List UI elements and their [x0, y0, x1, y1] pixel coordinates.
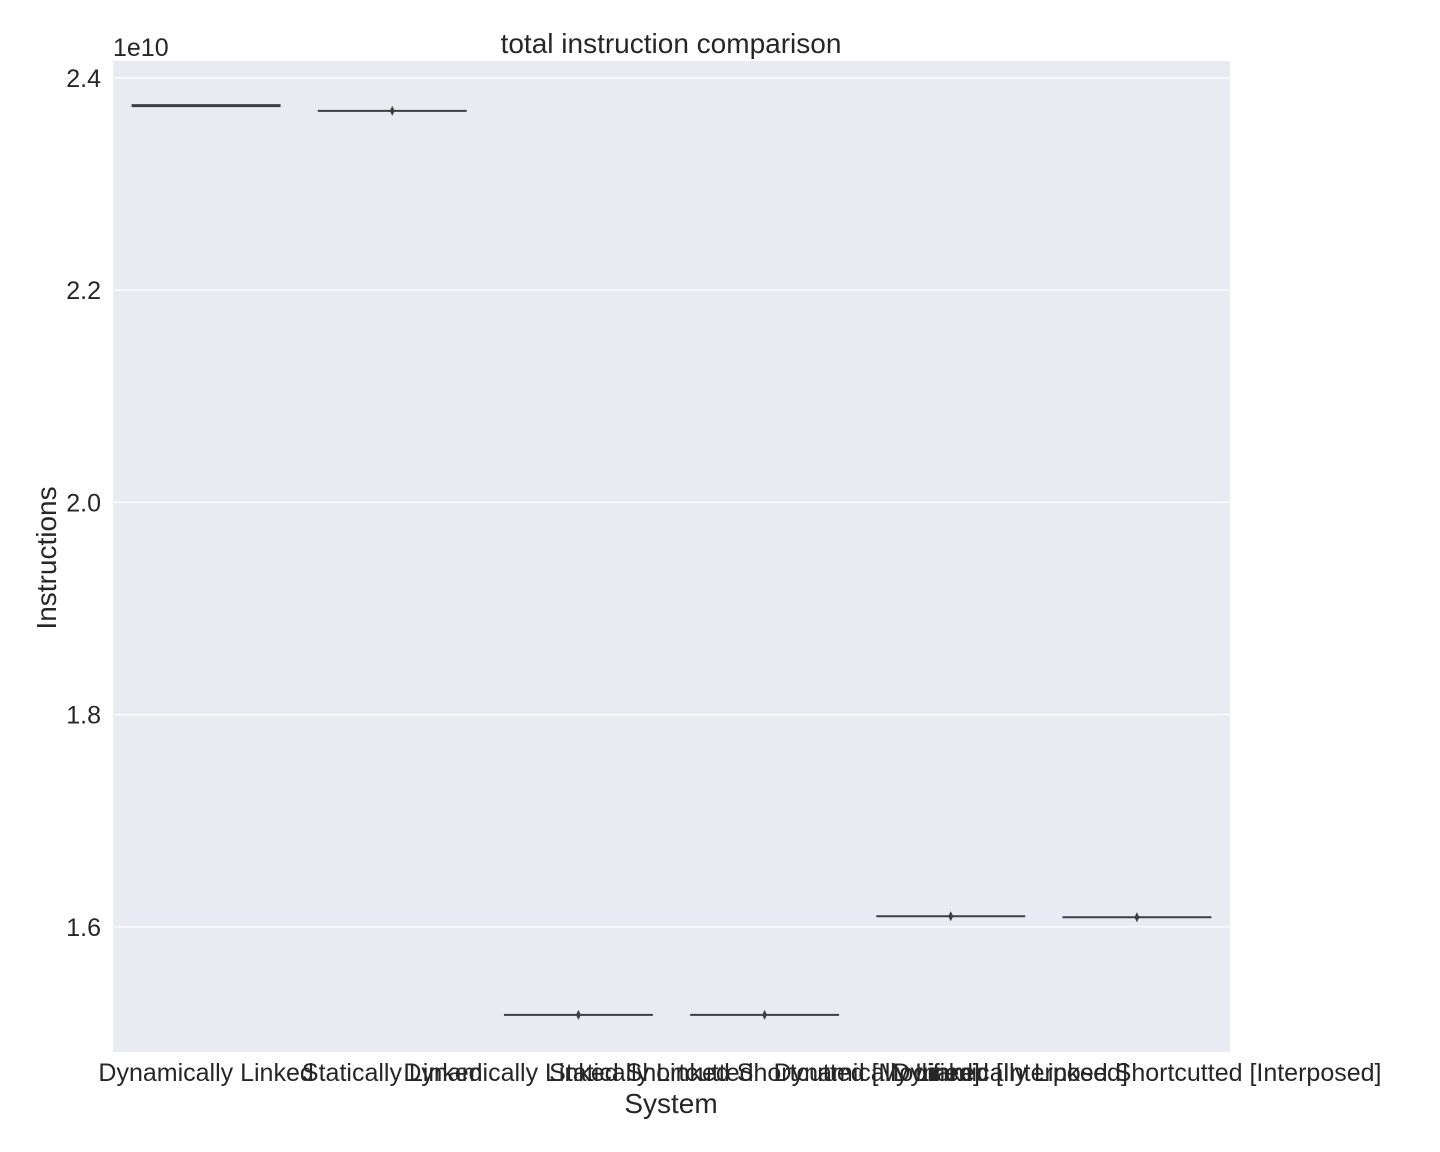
- y-tick-label: 1.6: [66, 914, 101, 942]
- y-tick-label: 1.8: [66, 702, 101, 730]
- x-tick-label: Dynamically Linked Shortcutted [Interpos…: [892, 1059, 1381, 1087]
- x-axis-label: System: [624, 1088, 717, 1119]
- y-tick-label: 2.2: [66, 277, 101, 305]
- gridlines: [113, 77, 1230, 928]
- outlier-marker: [948, 911, 954, 922]
- x-tick-label: Dynamically Linked: [98, 1059, 313, 1087]
- y-tick-label: 2.4: [66, 65, 101, 93]
- plot-background: [113, 61, 1230, 1052]
- outlier-marker: [762, 1009, 768, 1020]
- x-tick-label: Statically Linked Shortcutted [Modified]: [549, 1059, 980, 1087]
- y-axis-label: Instructions: [31, 486, 62, 629]
- y-tick-label: 2.0: [66, 489, 101, 517]
- x-tick-label: Dynamically Linked Shortcutted: [403, 1059, 753, 1087]
- chart-title: total instruction comparison: [501, 28, 842, 59]
- x-tick-label: Statically Linked: [302, 1059, 483, 1087]
- y-axis-ticks: 1.6 1.8 2.0 2.2 2.4: [66, 65, 101, 942]
- y-axis-offset-label: 1e10: [113, 34, 169, 62]
- outlier-marker: [575, 1009, 581, 1020]
- outlier-marker: [389, 105, 395, 116]
- box-series: [131, 104, 1212, 1020]
- outlier-marker: [1134, 912, 1140, 923]
- x-tick-label: Dynamically Linked [Interposed]: [774, 1059, 1128, 1087]
